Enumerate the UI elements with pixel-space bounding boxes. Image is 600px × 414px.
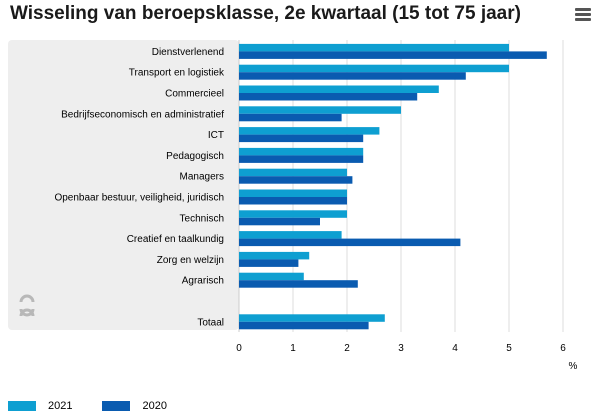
legend-item-2020[interactable]: 2020 [102,400,167,412]
legend-swatch [8,401,36,411]
bar-2021[interactable] [239,106,401,114]
legend-label: 2020 [142,400,167,412]
category-label: Managers [180,172,224,183]
x-tick-label: 4 [452,343,458,354]
category-label: Agrarisch [182,276,224,287]
bar-2020[interactable] [239,176,353,184]
bar-2021[interactable] [239,85,439,94]
bar-2021[interactable] [239,168,347,177]
bar-2020[interactable] [239,134,364,143]
category-panel [8,40,239,330]
bar-2021[interactable] [239,210,347,218]
bar-2021[interactable] [239,127,380,135]
bar-2021[interactable] [239,272,304,281]
category-label: ICT [208,130,224,141]
x-tick-label: 0 [236,343,242,354]
x-tick-label: 5 [506,343,512,354]
x-tick-label: 6 [560,343,566,354]
category-label: Pedagogisch [166,151,224,162]
x-axis-ticks: 0 1 2 3 4 5 6 [236,343,566,354]
bar-2021[interactable] [239,147,364,156]
bar-2020[interactable] [239,259,299,267]
legend: 2021 2020 [8,400,197,412]
bar-2020[interactable] [239,155,364,163]
x-tick-label: 1 [290,343,296,354]
cbs-logo-icon [19,294,35,317]
category-label: Totaal [197,317,224,328]
category-label: Technisch [180,213,224,224]
category-label: Zorg en welzijn [157,255,224,266]
bar-2020[interactable] [239,197,347,205]
bar-chart: Dienstverlenend Transport en logistiek Com… [8,40,578,372]
legend-item-2021[interactable]: 2021 [8,400,72,412]
bar-2021[interactable] [239,251,310,260]
legend-swatch [102,401,131,411]
menu-icon[interactable] [575,8,591,22]
x-tick-label: 2 [344,343,350,354]
bar-2020[interactable] [239,113,342,122]
legend-label: 2021 [48,400,73,412]
bar-2020[interactable] [239,280,358,288]
bar-2021[interactable] [239,64,509,73]
category-label: Creatief en taalkundig [127,234,224,245]
bar-2020[interactable] [239,217,320,226]
category-label: Commercieel [165,89,224,100]
bar-2021[interactable] [239,231,342,239]
x-tick-label: 3 [398,343,404,354]
bar-2020[interactable] [239,321,369,330]
category-labels: Dienstverlenend Transport en logistiek Com… [54,47,225,328]
chart-title: Wisseling van beroepsklasse, 2e kwartaal… [10,3,521,24]
category-label: Bedrijfseconomisch en administratief [61,109,224,120]
bars [239,43,547,330]
bar-2020[interactable] [239,238,461,247]
x-axis-label: % [569,361,578,372]
category-label: Openbaar bestuur, veiligheid, juridisch [54,193,224,204]
bar-2020[interactable] [239,51,547,59]
bar-2021[interactable] [239,43,509,52]
category-label: Dienstverlenend [152,47,224,58]
category-label: Transport en logistiek [129,68,225,79]
bar-2020[interactable] [239,72,466,80]
bar-2021[interactable] [239,314,385,322]
gridlines [292,40,564,332]
bar-2020[interactable] [239,93,418,101]
bar-2021[interactable] [239,189,347,198]
